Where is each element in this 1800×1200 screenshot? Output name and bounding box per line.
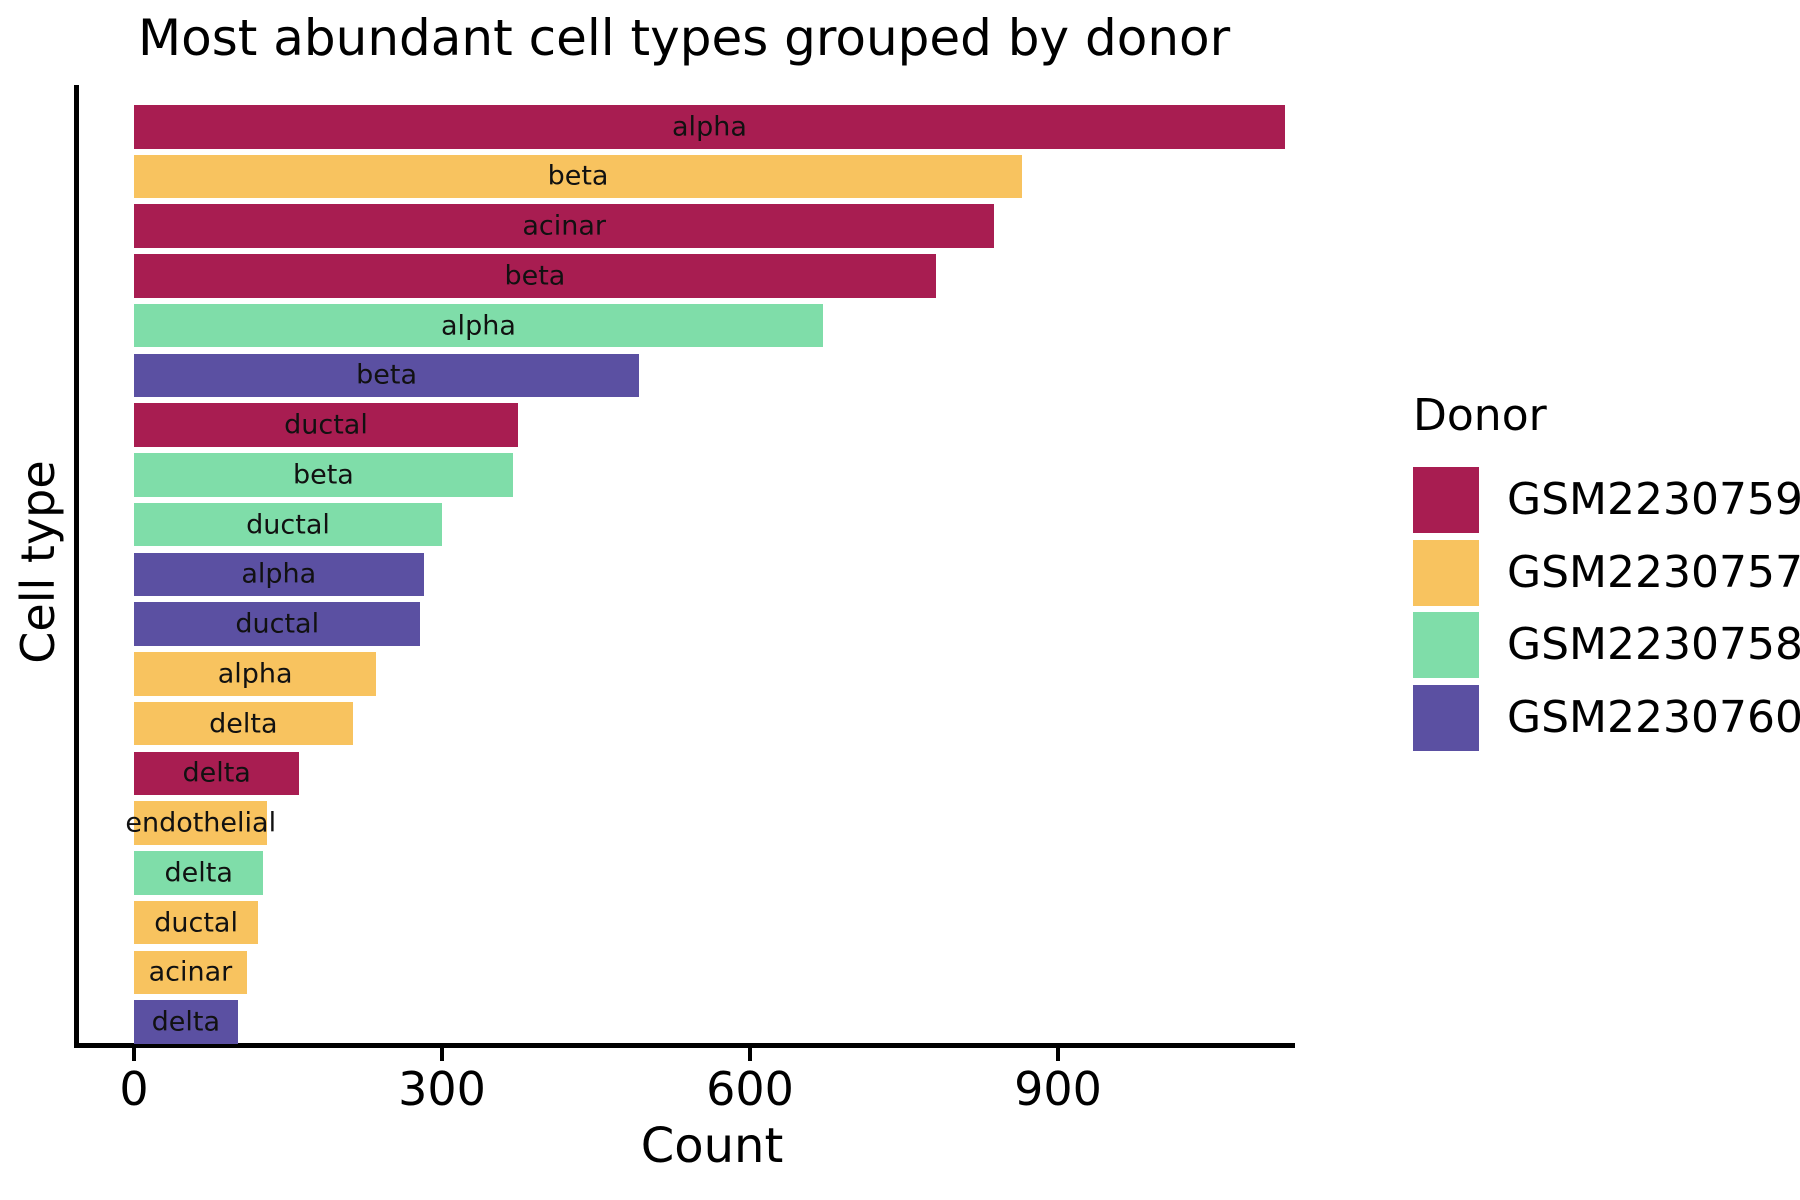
bar: ductal — [134, 403, 518, 447]
bar: alpha — [134, 552, 424, 597]
legend-entry: GSM2230758 — [1413, 612, 1800, 678]
bar: delta — [134, 851, 264, 895]
x-axis-label: Count — [640, 1118, 784, 1174]
chart-title: Most abundant cell types grouped by dono… — [138, 9, 1231, 67]
bar: delta — [134, 1000, 238, 1044]
x-tick-label: 600 — [706, 1062, 794, 1116]
legend-label: GSM2230760 — [1507, 691, 1800, 743]
bar: beta — [134, 254, 936, 298]
x-tick-label: 900 — [1014, 1062, 1102, 1116]
x-tick-mark — [748, 1048, 752, 1061]
bar: alpha — [134, 303, 823, 348]
bar-label: acinar — [148, 956, 233, 988]
bar: ductal — [134, 502, 442, 547]
bar-label: ductal — [235, 608, 320, 640]
x-tick-label: 0 — [119, 1062, 149, 1116]
bar: alpha — [134, 652, 377, 696]
y-axis-line — [74, 85, 79, 1048]
x-tick-label: 300 — [398, 1062, 486, 1116]
bar: endothelial — [125, 801, 276, 845]
bar: beta — [134, 154, 1023, 199]
bar: delta — [134, 751, 300, 796]
x-tick-mark — [440, 1048, 444, 1061]
bar-label: beta — [547, 160, 609, 192]
bar-label: alpha — [241, 558, 317, 590]
bar-label: alpha — [672, 111, 747, 143]
legend-swatch — [1413, 612, 1479, 678]
bar: ductal — [134, 900, 259, 945]
bar: beta — [134, 353, 640, 398]
bar: alpha — [134, 105, 1285, 149]
legend-label: GSM2230757 — [1507, 546, 1800, 598]
bar-label: delta — [209, 708, 278, 740]
y-axis-label: Cell type — [11, 460, 65, 664]
legend-entry: GSM2230760 — [1413, 684, 1800, 751]
x-tick-mark — [132, 1048, 136, 1061]
legend-entry: GSM2230759 — [1413, 467, 1800, 533]
legend-swatch — [1413, 467, 1479, 533]
legend-entries: GSM2230759 GSM2230757 GSM2230758 GSM2230760 — [1413, 467, 1800, 751]
bar-label: delta — [151, 1006, 221, 1038]
bar-label: beta — [504, 260, 566, 292]
bar: acinar — [134, 204, 995, 248]
bar: acinar — [134, 950, 247, 995]
legend-swatch — [1413, 684, 1479, 751]
bar-label: ductal — [284, 409, 368, 441]
bar: beta — [134, 453, 513, 497]
bar-label: ductal — [154, 907, 238, 939]
legend-label: GSM2230758 — [1507, 619, 1800, 670]
bar-label: endothelial — [125, 807, 277, 839]
x-tick-mark — [1056, 1048, 1060, 1061]
bar: delta — [134, 701, 353, 746]
x-axis-line — [74, 1043, 1295, 1048]
bar-label: alpha — [217, 658, 293, 690]
legend-entry: GSM2230757 — [1413, 539, 1800, 606]
bar-label: beta — [356, 359, 417, 391]
bar-label: acinar — [522, 210, 606, 242]
bar-label: delta — [182, 757, 251, 789]
bar-label: beta — [292, 459, 354, 491]
bar-label: alpha — [441, 310, 516, 342]
bar-label: delta — [164, 857, 233, 889]
legend: Donor GSM2230759 GSM2230757 GSM2230758 GSM2… — [1413, 390, 1800, 751]
legend-title: Donor — [1413, 390, 1547, 441]
legend-label: GSM2230759 — [1507, 474, 1800, 525]
bar: ductal — [134, 602, 421, 646]
legend-swatch — [1413, 539, 1479, 606]
bar-label: ductal — [246, 509, 330, 541]
